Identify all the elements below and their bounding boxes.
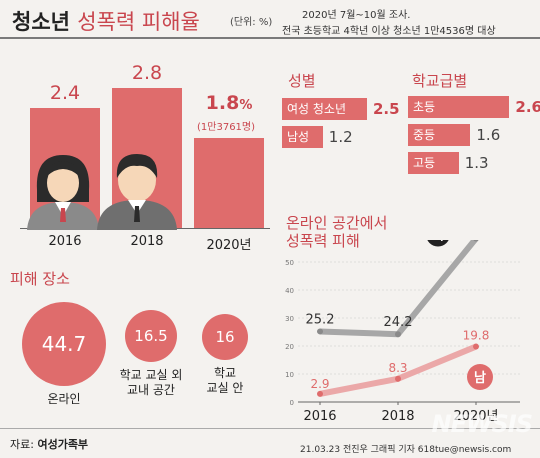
h-bar-value: 1.2 [328, 128, 353, 146]
h-bar-value: 2.6 [515, 98, 540, 116]
main-bar [194, 138, 264, 228]
series-point [395, 331, 401, 338]
female-point-label: 24.2 [384, 315, 413, 330]
male-point-label: 8.3 [388, 361, 407, 375]
x-tick-label: 2020년 [453, 409, 498, 424]
main-bar-year: 2016 [48, 234, 82, 249]
students-illustration [27, 154, 177, 230]
series-point [473, 240, 479, 242]
y-tick-label: 20 [285, 343, 294, 351]
h-bar-label: 초등 [413, 100, 436, 114]
place-bubble-label: 학교 교실 안 [180, 366, 270, 396]
title-main: 청소년 [12, 10, 70, 34]
place-label-line1: 온라인 [47, 392, 81, 406]
unit-label: (단위: %) [230, 17, 273, 28]
header-divider [0, 37, 540, 39]
series-point [473, 343, 479, 350]
male-point-label: 19.8 [463, 329, 490, 343]
page-title: 청소년 성폭력 피해율 [12, 6, 200, 36]
x-tick-label: 2018 [381, 409, 414, 424]
h-bar [408, 124, 471, 146]
h-bar-value: 1.6 [476, 126, 501, 144]
h-bar-label: 중등 [413, 128, 436, 142]
footer-divider [0, 428, 540, 429]
place-label-line2: 교실 안 [206, 381, 244, 395]
source-note: 자료: 여성가족부 [10, 436, 88, 452]
place-bubble: 16 [202, 314, 248, 360]
source-prefix: 자료: [10, 438, 38, 451]
place-label-line1: 학교 [213, 366, 237, 380]
h-bar [408, 96, 510, 118]
main-bar-annotation: (1만3761명) [197, 122, 256, 133]
h-bar-label: 고등 [413, 156, 436, 170]
h-bar [282, 98, 367, 120]
place-bubble-label: 학교 교실 외 교내 공간 [106, 368, 196, 398]
main-bar-value-text: 1.8 [205, 92, 240, 114]
student-boy-icon [97, 154, 177, 230]
y-tick-label: 30 [285, 315, 294, 323]
online-section-title: 온라인 공간에서 성폭력 피해 [286, 214, 387, 250]
main-bar-value: 2.4 [49, 82, 81, 104]
y-tick-label: 50 [285, 259, 294, 267]
female-badge [427, 240, 449, 247]
watermark-logo: NEWSIS [431, 410, 533, 438]
source-name: 여성가족부 [37, 438, 89, 451]
gender-section-title: 성별 [288, 72, 316, 90]
credit-line: 21.03.23 전진우 그래픽 기자 618tue@newsis.com [300, 445, 512, 455]
h-bar-label: 여성 청소년 [287, 102, 347, 116]
h-bar [408, 152, 459, 174]
place-bubble-label: 온라인 [19, 392, 109, 407]
online-title-line2: 성폭력 피해 [286, 232, 360, 250]
main-bar-year: 2020년 [206, 238, 252, 253]
student-girl-icon [27, 155, 99, 230]
place-bubble: 44.7 [22, 302, 106, 386]
main-bar-year: 2018 [130, 234, 164, 249]
place-label-line1: 학교 교실 외 [119, 368, 183, 382]
series-point [317, 328, 323, 335]
x-tick-label: 2016 [303, 409, 336, 424]
h-bar [282, 126, 323, 148]
online-title-line1: 온라인 공간에서 [286, 214, 388, 232]
title-sub: 성폭력 피해율 [77, 10, 200, 34]
female-point-label: 25.2 [306, 312, 335, 327]
main-bar-value-unit: % [239, 98, 253, 113]
series-point [317, 390, 323, 397]
h-bar-value: 1.3 [464, 154, 489, 172]
main-bar-value: 2.8 [131, 62, 163, 84]
female-badge-label: 여 [432, 240, 444, 243]
place-label-line2: 교내 공간 [127, 383, 175, 397]
online-line-chart: 0102030405025.224.258.42.98.319.8여남20162… [285, 240, 520, 424]
place-section-title: 피해 장소 [10, 270, 70, 288]
male-badge [467, 364, 493, 390]
series-point [395, 375, 401, 382]
h-bar-value: 2.5 [373, 100, 400, 118]
survey-note-2: 전국 초등학교 4학년 이상 청소년 1만4536명 대상 [282, 26, 496, 37]
y-tick-label: 10 [285, 371, 294, 379]
school-section-title: 학교급별 [412, 72, 468, 90]
male-badge-label: 남 [474, 370, 486, 386]
survey-note-1: 2020년 7월~10월 조사. [302, 10, 411, 21]
main-bar-value: 1.8% [194, 92, 264, 114]
male-point-label: 2.9 [310, 377, 329, 391]
y-tick-label: 0 [290, 399, 294, 407]
y-tick-label: 40 [285, 287, 294, 295]
place-bubble: 16.5 [125, 310, 177, 362]
h-bar-label: 남성 [287, 130, 310, 144]
